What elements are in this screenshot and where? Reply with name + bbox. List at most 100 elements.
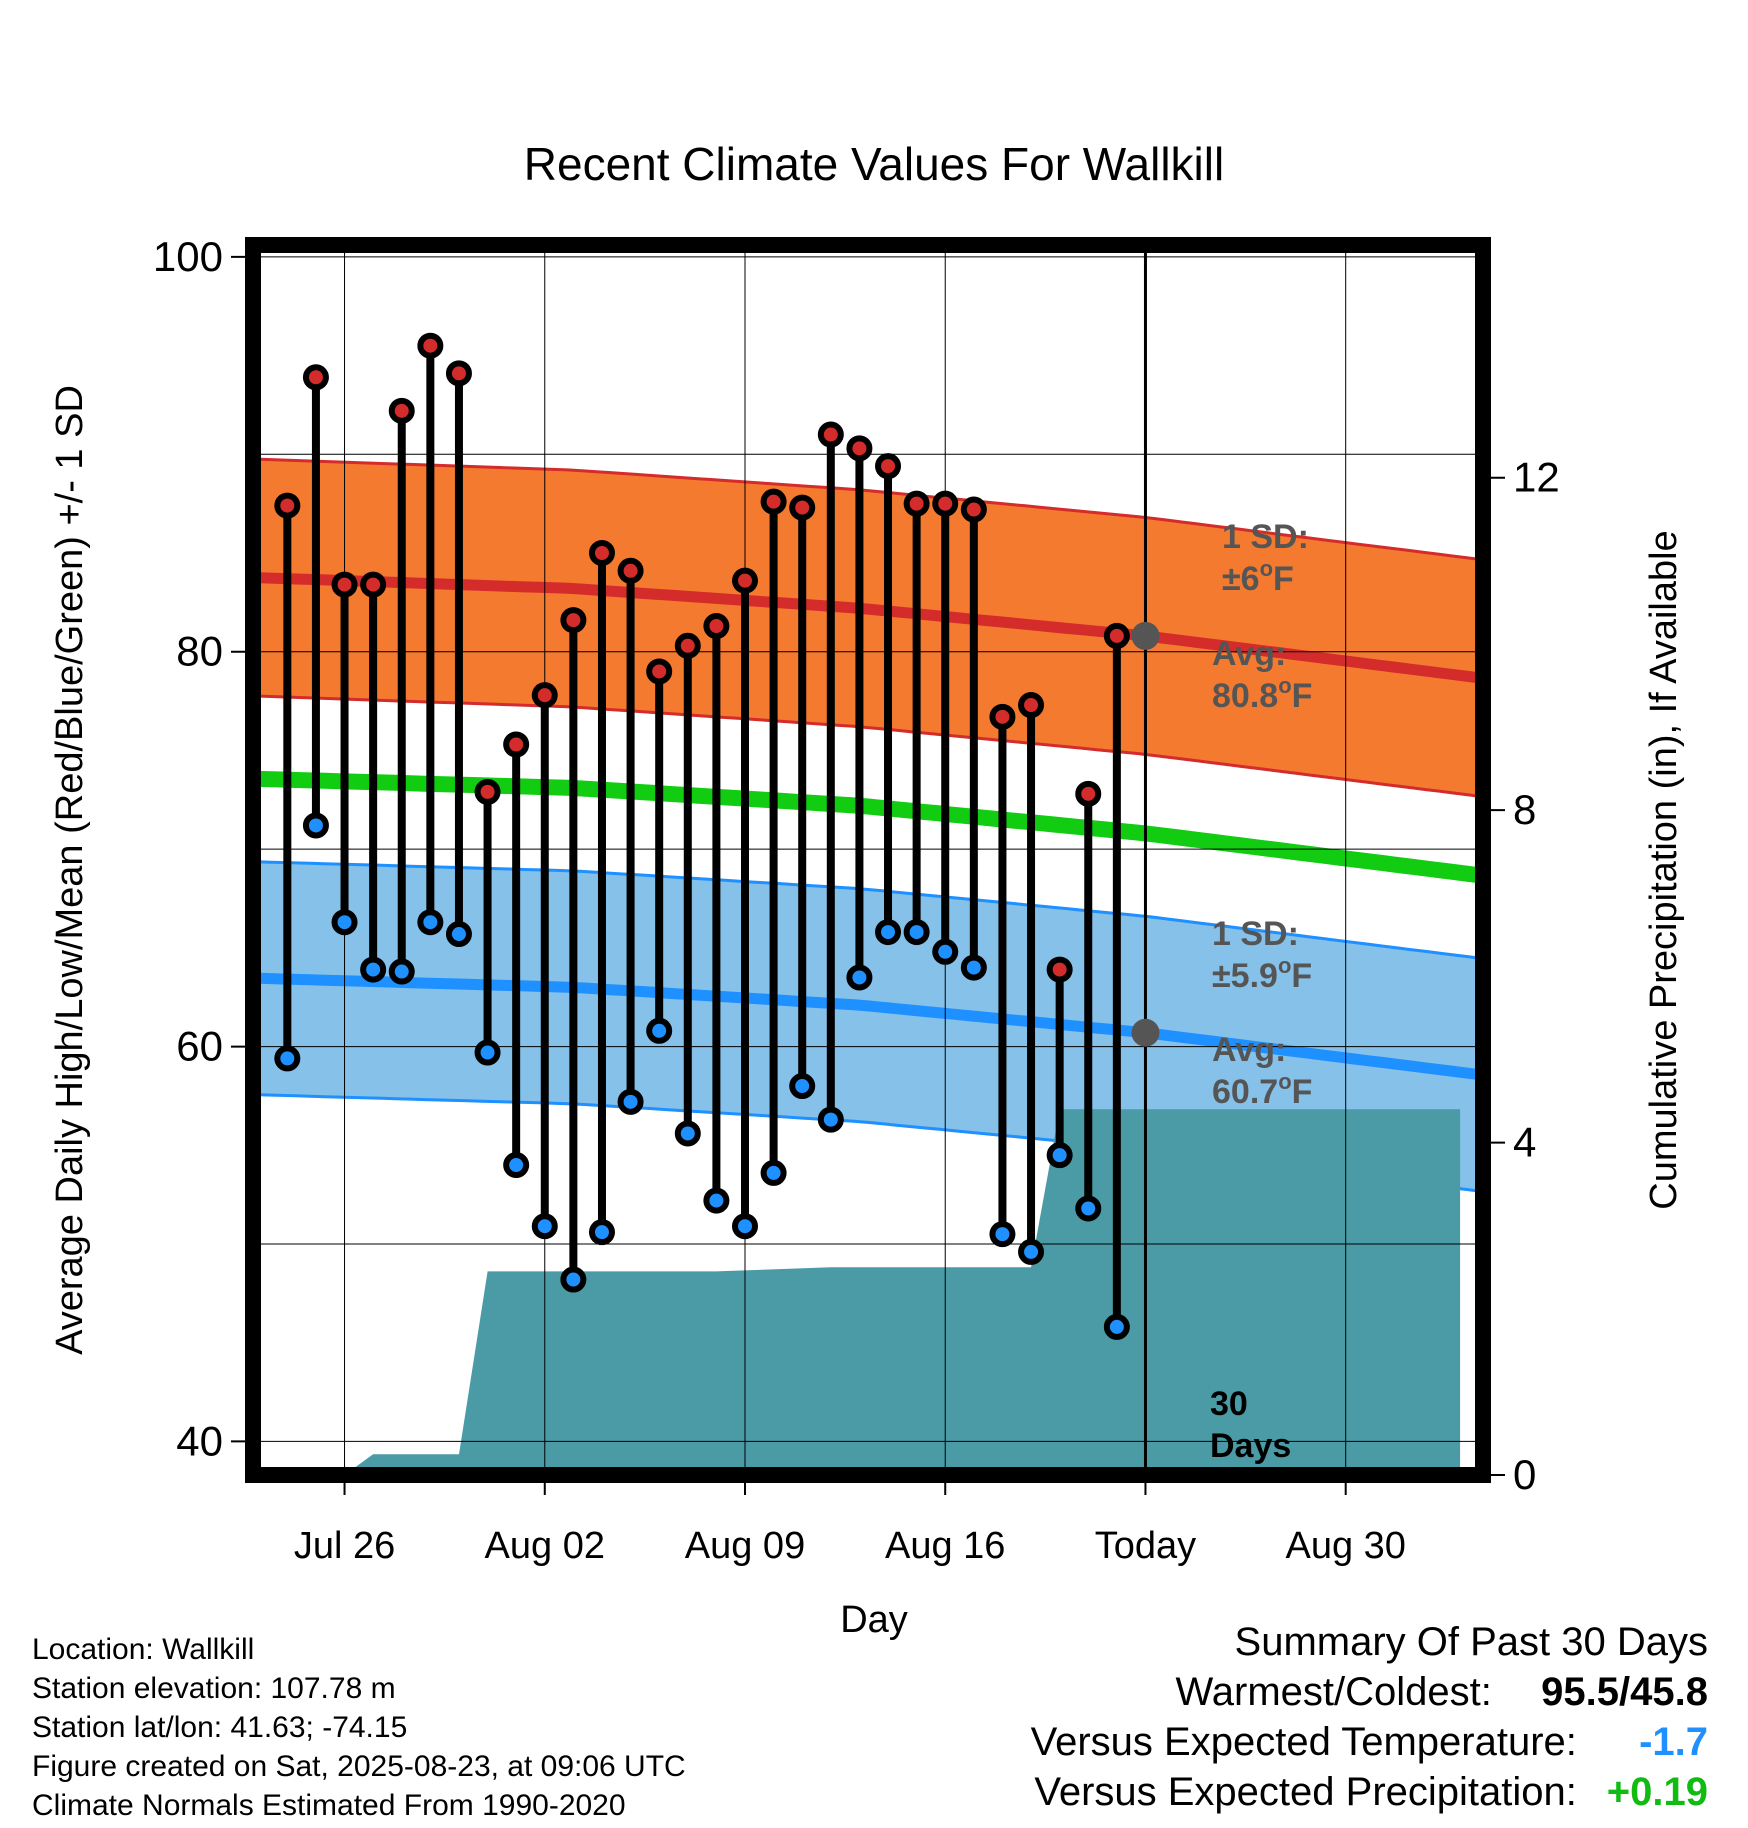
x-tick-label: Jul 26 (294, 1525, 395, 1567)
high-point (646, 658, 673, 685)
low-point (674, 1120, 701, 1147)
low-point (989, 1221, 1016, 1248)
y-tick-label: 100 (153, 233, 223, 280)
y2-tick-label: 0 (1513, 1451, 1536, 1498)
high-point (331, 571, 358, 598)
summary-panel: Summary Of Past 30 Days Warmest/Coldest:… (1031, 1617, 1708, 1817)
high-avg-annotation-unit: F (1292, 677, 1313, 715)
high-point (789, 494, 816, 521)
y2-tick-label: 8 (1513, 786, 1536, 833)
low-point (817, 1106, 844, 1133)
days-annotation: 30 Days (1210, 1385, 1291, 1465)
low-avg-annotation-degree: o (1278, 1069, 1291, 1094)
high-point (760, 488, 787, 515)
low-point (417, 909, 444, 936)
low-point (1018, 1238, 1045, 1265)
high-point (1075, 780, 1102, 807)
high-avg-annotation-degree: o (1278, 673, 1291, 698)
low-point (1103, 1313, 1130, 1340)
low-point (1046, 1142, 1073, 1169)
low-sd-annotation-degree: o (1278, 953, 1291, 978)
high-point (531, 682, 558, 709)
high-point (960, 496, 987, 523)
today-high-avg-marker (1131, 621, 1160, 650)
low-sd-annotation: 1 SD: ±5.9oF (1212, 915, 1312, 995)
low-point (503, 1152, 530, 1179)
high-point (703, 613, 730, 640)
low-point (302, 812, 329, 839)
high-avg-annotation-line2: 80.8 (1212, 677, 1278, 715)
y2-axis-label: Cumulative Precipitation (in), If Availa… (1643, 530, 1685, 1209)
high-avg-annotation-line1: Avg: (1212, 635, 1286, 673)
high-point (560, 607, 587, 634)
high-sd-annotation-unit: F (1273, 560, 1294, 598)
low-avg-annotation: Avg: 60.7oF (1212, 1031, 1312, 1111)
x-tick-label: Aug 30 (1285, 1525, 1405, 1567)
high-point (445, 360, 472, 387)
high-point (932, 490, 959, 517)
low-point (789, 1073, 816, 1100)
high-sd-band (253, 459, 1483, 797)
plot-frame (245, 237, 1491, 1483)
low-point (531, 1213, 558, 1240)
chart-title: Recent Climate Values For Wallkill (524, 138, 1224, 190)
high-point (302, 364, 329, 391)
y-tick-label: 60 (176, 1023, 223, 1070)
low-sd-annotation-line2: ±5.9 (1212, 957, 1278, 995)
high-point (1103, 622, 1130, 649)
days-annotation-line1: 30 (1210, 1385, 1248, 1423)
warm-cold-value: 95.5/45.8 (1541, 1670, 1708, 1714)
warm-cold-row: Warmest/Coldest: 95.5/45.8 (1031, 1667, 1709, 1717)
low-point (274, 1045, 301, 1072)
high-point (903, 490, 930, 517)
low-point (331, 909, 358, 936)
temp-label: Versus Expected Temperature: (1030, 1720, 1577, 1764)
elevation-text: Station elevation: 107.78 m (32, 1672, 396, 1705)
temp-value: -1.7 (1639, 1720, 1708, 1764)
high-point (732, 567, 758, 594)
low-point (760, 1159, 787, 1186)
y-axis-label: Average Daily High/Low/Mean (Red/Blue/Gr… (49, 385, 91, 1355)
high-sd-annotation-line1: 1 SD: (1222, 518, 1309, 556)
high-point (674, 632, 701, 659)
y2-tick-label: 4 (1513, 1119, 1536, 1166)
x-tick-label: Aug 16 (885, 1525, 1005, 1567)
high-point (588, 539, 615, 566)
low-point (732, 1213, 758, 1240)
low-avg-annotation-line2: 60.7 (1212, 1073, 1278, 1111)
high-point (1046, 956, 1073, 983)
low-point (932, 938, 959, 965)
low-point (360, 956, 387, 983)
station-info: Location: Wallkill Station elevation: 10… (32, 1630, 686, 1825)
high-point (846, 435, 873, 462)
precip-label: Versus Expected Precipitation: (1034, 1770, 1577, 1814)
days-annotation-line2: Days (1210, 1427, 1291, 1465)
x-tick-label: Aug 09 (685, 1525, 805, 1567)
low-point (846, 964, 873, 991)
normals-text: Climate Normals Estimated From 1990-2020 (32, 1789, 626, 1822)
y-tick-label: 40 (176, 1417, 223, 1464)
high-point (474, 778, 501, 805)
precip-row: Versus Expected Precipitation: +0.19 (1031, 1767, 1708, 1817)
precip-value: +0.19 (1606, 1770, 1708, 1814)
high-point (989, 703, 1016, 730)
low-point (960, 954, 987, 981)
high-point (1018, 692, 1045, 719)
high-sd-annotation-degree: o (1260, 556, 1273, 581)
low-avg-annotation-line1: Avg: (1212, 1031, 1286, 1069)
low-point (474, 1039, 501, 1066)
location-text: Location: Wallkill (32, 1633, 255, 1666)
low-point (703, 1187, 730, 1214)
high-point (360, 571, 387, 598)
high-point (617, 557, 644, 584)
low-point (388, 958, 415, 985)
low-sd-annotation-line1: 1 SD: (1212, 915, 1299, 953)
high-point (817, 421, 844, 448)
today-low-avg-marker (1131, 1018, 1160, 1047)
low-sd-annotation-unit: F (1291, 957, 1312, 995)
x-tick-label: Aug 02 (485, 1525, 605, 1567)
created-text: Figure created on Sat, 2025-08-23, at 09… (32, 1750, 686, 1783)
high-point (388, 397, 415, 424)
low-sd-band (253, 861, 1483, 1192)
low-avg-annotation-unit: F (1292, 1073, 1313, 1111)
